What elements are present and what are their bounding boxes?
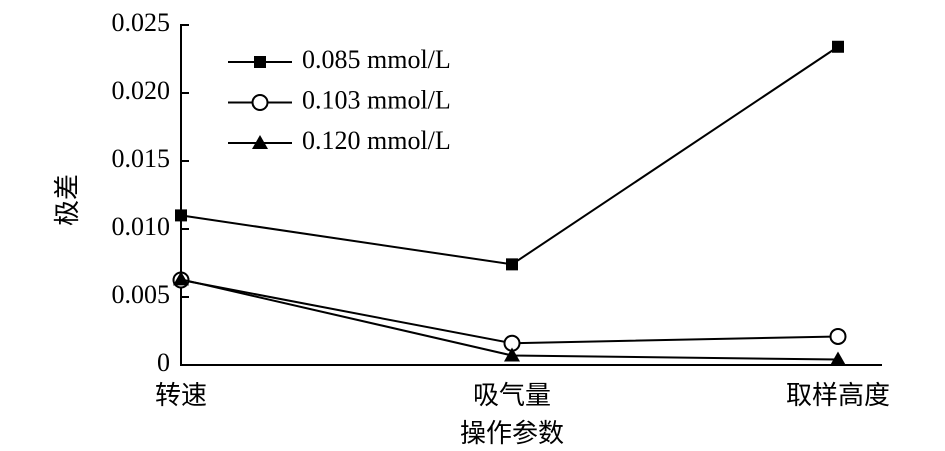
marker-circle [829, 327, 847, 345]
series-line [180, 279, 839, 345]
legend-marker [254, 56, 266, 68]
y-tick-label: 0 [157, 348, 170, 377]
x-tick-label: 转速 [155, 381, 207, 410]
x-tick-label: 取样高度 [786, 381, 890, 410]
marker-square [832, 40, 844, 53]
y-tick-label: 0.005 [112, 280, 171, 309]
legend-label: 0.085 mmol/L [302, 45, 451, 74]
legend-marker [251, 94, 269, 111]
y-tick-label: 0.010 [112, 212, 171, 241]
legend-label: 0.103 mmol/L [302, 85, 451, 114]
marker-square [506, 258, 518, 271]
y-tick-label: 0.025 [112, 8, 171, 37]
series-line [180, 45, 839, 266]
y-tick-label: 0.015 [112, 144, 171, 173]
marker-triangle [830, 351, 846, 366]
legend-marker [252, 135, 268, 149]
y-tick-label: 0.020 [112, 76, 171, 105]
legend-label: 0.120 mmol/L [302, 126, 451, 155]
x-axis-label: 操作参数 [460, 419, 564, 448]
x-tick-label: 吸气量 [473, 381, 551, 410]
marker-square [175, 209, 187, 222]
marker-triangle [504, 347, 520, 362]
marker-triangle [173, 271, 189, 286]
y-axis-label: 极差 [53, 174, 82, 226]
